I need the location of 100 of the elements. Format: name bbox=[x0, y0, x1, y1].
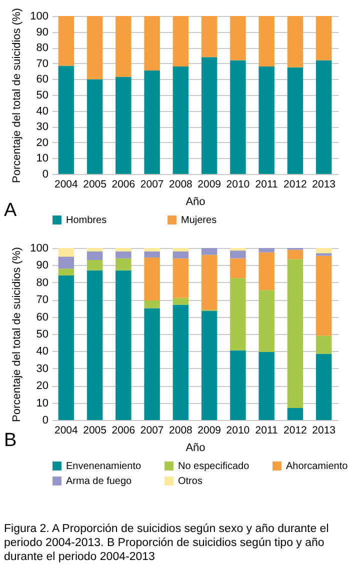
bar bbox=[144, 251, 160, 258]
bar bbox=[172, 304, 189, 420]
y-tick-label: 0 bbox=[42, 414, 48, 426]
bar bbox=[230, 60, 246, 174]
bar bbox=[230, 250, 246, 258]
bar bbox=[116, 248, 132, 252]
y-tick-label: 80 bbox=[36, 42, 48, 54]
y-tick-label: 0 bbox=[42, 168, 48, 180]
bar bbox=[316, 60, 332, 174]
bar bbox=[287, 67, 304, 174]
y-tick-label: 60 bbox=[36, 74, 48, 86]
y-tick-label: 90 bbox=[36, 260, 48, 272]
bar bbox=[172, 251, 189, 258]
y-tick-label: 30 bbox=[36, 362, 48, 375]
bar bbox=[116, 16, 132, 77]
x-tick-label: 2012 bbox=[284, 178, 308, 190]
bar bbox=[201, 310, 218, 420]
legend-label: Envenenamiento bbox=[66, 461, 142, 472]
bar bbox=[144, 257, 160, 300]
bar bbox=[116, 76, 132, 174]
y-tick-label: 100 bbox=[30, 10, 48, 22]
bar bbox=[116, 270, 132, 420]
bar bbox=[58, 256, 74, 269]
x-tick-label: 2005 bbox=[83, 178, 107, 190]
bar bbox=[316, 336, 332, 354]
bar bbox=[86, 248, 103, 252]
x-tick-label: 2007 bbox=[140, 178, 164, 190]
bar bbox=[86, 270, 103, 420]
bar bbox=[230, 350, 246, 420]
y-tick-label: 90 bbox=[36, 26, 48, 38]
y-axis-title: Porcentaje del total de suicidios (%) bbox=[11, 8, 24, 183]
bar bbox=[58, 248, 74, 257]
legend-label: Otros bbox=[178, 476, 202, 487]
x-tick-label: 2008 bbox=[169, 424, 193, 436]
bar bbox=[201, 57, 218, 174]
x-tick-label: 2007 bbox=[140, 424, 164, 436]
x-axis-title: Año bbox=[186, 196, 206, 208]
legend-label: Ahorcamiento bbox=[286, 461, 348, 472]
bar bbox=[144, 70, 160, 174]
bar bbox=[86, 260, 103, 270]
x-tick-label: 2006 bbox=[112, 424, 136, 436]
bar bbox=[258, 248, 274, 252]
bar bbox=[230, 258, 246, 278]
bar bbox=[201, 16, 218, 58]
bar bbox=[86, 79, 103, 174]
bar bbox=[258, 252, 274, 290]
x-tick-label: 2006 bbox=[112, 178, 136, 190]
x-tick-label: 2010 bbox=[226, 424, 250, 436]
y-tick-label: 70 bbox=[36, 58, 48, 70]
bar bbox=[287, 259, 304, 408]
bar bbox=[86, 251, 103, 260]
x-tick-label: 2013 bbox=[312, 424, 336, 436]
y-tick-label: 100 bbox=[30, 242, 48, 254]
bar bbox=[58, 268, 74, 276]
x-tick-label: 2011 bbox=[255, 178, 278, 190]
bar bbox=[116, 251, 132, 258]
bar bbox=[144, 248, 160, 252]
x-tick-label: 2013 bbox=[312, 178, 336, 190]
x-tick-label: 2012 bbox=[284, 424, 308, 436]
y-tick-label: 40 bbox=[36, 346, 48, 358]
x-tick-label: 2008 bbox=[169, 178, 193, 190]
bar bbox=[316, 248, 332, 254]
bar bbox=[258, 290, 274, 352]
y-tick-label: 10 bbox=[36, 397, 48, 410]
bar bbox=[144, 300, 160, 308]
text: Figura 2. A Proporción de suicidios según sexo y año durante el periodo 2004-2013. B Proporción de suicidios según tipo y año durante el periodo 2004-2013 bbox=[3, 522, 330, 564]
text: B bbox=[4, 430, 17, 452]
bar bbox=[58, 16, 74, 66]
bar bbox=[316, 16, 332, 60]
legend-label: Mujeres bbox=[181, 215, 217, 226]
legend-label: Arma de fuego bbox=[66, 476, 132, 487]
bar bbox=[58, 276, 74, 420]
bar bbox=[287, 16, 304, 68]
y-tick-label: 20 bbox=[36, 380, 48, 392]
bar bbox=[172, 66, 189, 174]
text: A bbox=[4, 200, 17, 222]
bar bbox=[230, 16, 246, 60]
bar bbox=[58, 66, 74, 174]
bar bbox=[172, 258, 189, 298]
bar bbox=[287, 250, 304, 260]
bar bbox=[116, 258, 132, 270]
y-tick-label: 50 bbox=[36, 328, 48, 340]
x-tick-label: 2004 bbox=[54, 424, 78, 436]
x-tick-label: 2009 bbox=[198, 178, 222, 190]
bar bbox=[258, 66, 274, 174]
bar bbox=[172, 248, 189, 252]
bar bbox=[86, 16, 103, 80]
bar bbox=[258, 16, 274, 67]
y-tick-label: 40 bbox=[36, 105, 48, 118]
y-tick-label: 70 bbox=[36, 294, 48, 306]
bar bbox=[172, 16, 189, 67]
bar bbox=[230, 278, 246, 350]
bar bbox=[172, 298, 189, 305]
y-tick-label: 50 bbox=[36, 90, 48, 102]
x-tick-label: 2011 bbox=[255, 424, 278, 436]
bar bbox=[316, 253, 332, 256]
bar bbox=[230, 248, 246, 251]
legend-label: No especificado bbox=[178, 461, 250, 472]
bar bbox=[316, 354, 332, 420]
y-tick-label: 30 bbox=[36, 121, 48, 134]
